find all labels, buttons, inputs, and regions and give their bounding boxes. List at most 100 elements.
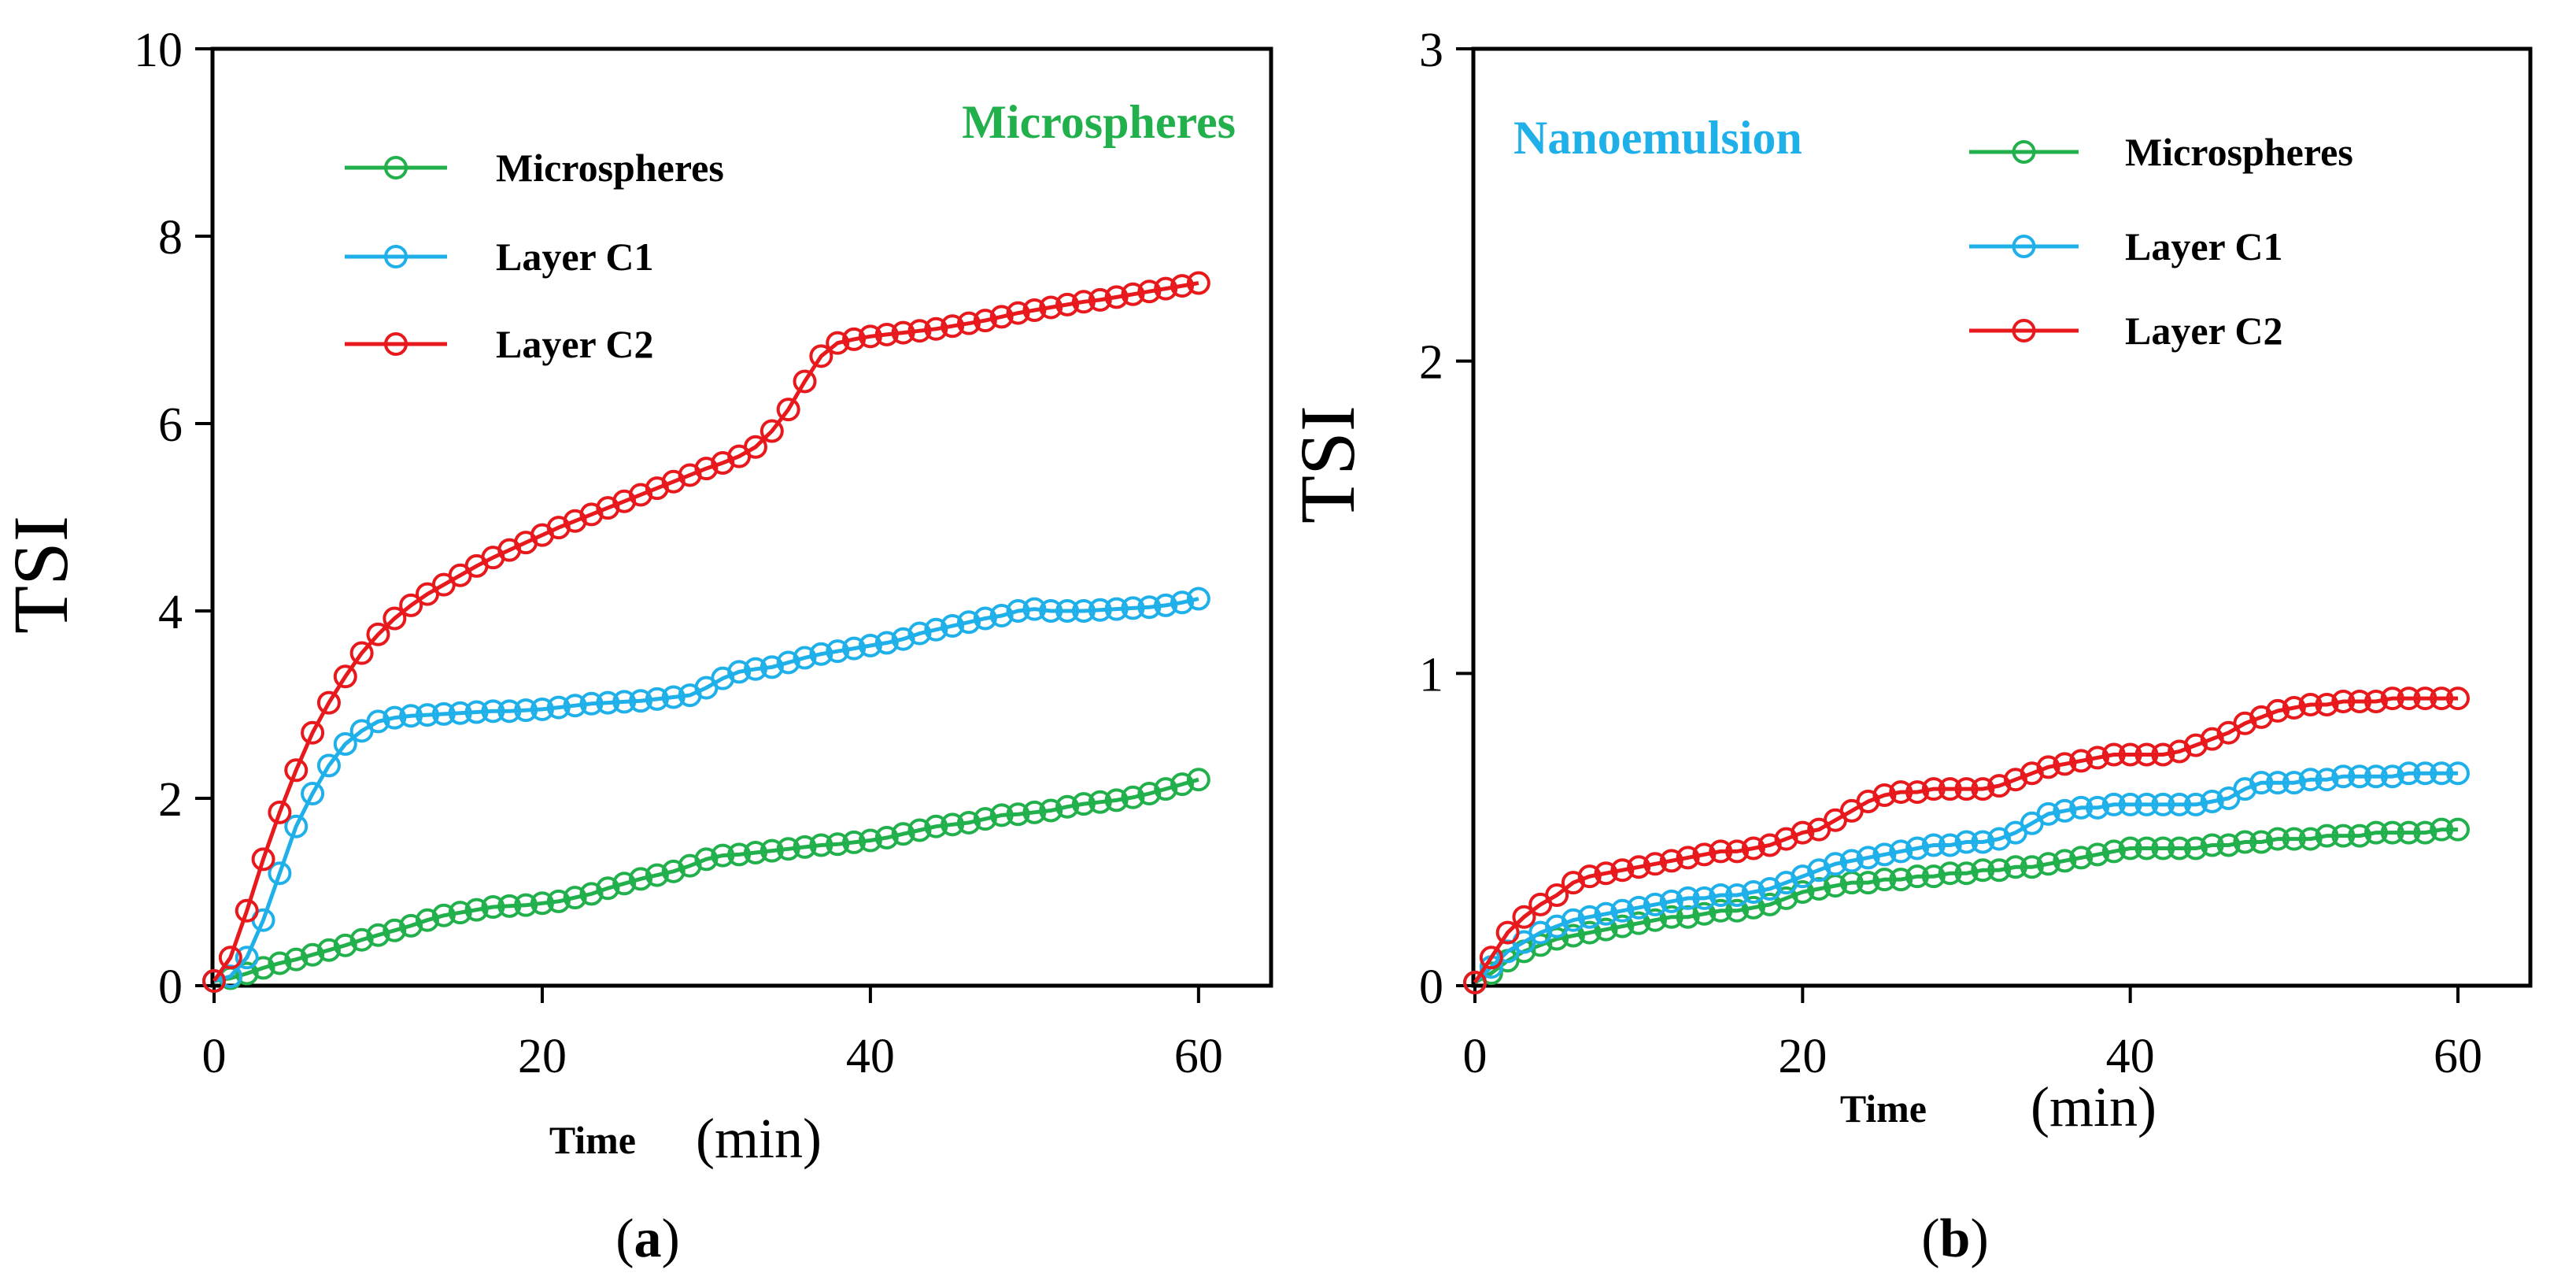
data-point — [1938, 833, 1962, 857]
panel-label-letter: a — [634, 1208, 662, 1269]
data-point — [1022, 800, 1047, 824]
chart-panel-b: 0 20 40 60 0 1 2 3 Nanoemulsion Microspheres Layer… — [1284, 24, 2533, 1269]
data-point — [2315, 824, 2339, 848]
data-point — [301, 720, 325, 745]
data-point — [1154, 777, 1178, 801]
x-tick-label: 0 — [202, 1030, 227, 1083]
data-point — [2413, 761, 2437, 786]
data-point — [2200, 789, 2224, 813]
data-point — [1170, 772, 1195, 797]
legend-label-layer-c2: Layer C2 — [2125, 309, 2282, 353]
data-point — [727, 842, 752, 867]
data-point — [1872, 842, 1897, 867]
data-point — [1055, 599, 1080, 623]
data-point — [416, 703, 440, 727]
data-point — [1676, 846, 1700, 870]
data-point — [268, 800, 292, 824]
data-point — [1006, 599, 1030, 623]
data-point — [316, 938, 341, 962]
legend-marker-microspheres — [2012, 140, 2036, 164]
data-point — [235, 946, 259, 970]
data-point — [366, 709, 390, 734]
data-point — [809, 642, 833, 666]
x-tick-label: 60 — [2434, 1030, 2482, 1083]
data-point — [349, 641, 374, 665]
data-point — [1709, 883, 1733, 907]
y-axis-label: TSI — [1284, 405, 1371, 524]
x-axis-unit-label: (min) — [2031, 1075, 2157, 1138]
data-point — [891, 627, 915, 651]
x-tick-label: 0 — [1463, 1030, 1488, 1083]
data-point — [1791, 820, 1815, 845]
data-point — [284, 758, 309, 783]
data-point — [268, 861, 292, 886]
data-point — [1121, 596, 1145, 620]
data-point — [366, 622, 390, 646]
data-point — [1921, 777, 1946, 801]
data-point — [514, 893, 538, 917]
data-point — [629, 689, 653, 713]
data-point — [645, 687, 669, 711]
data-point — [907, 621, 932, 646]
data-point — [579, 691, 604, 716]
data-point — [874, 631, 899, 655]
data-point — [743, 657, 767, 681]
data-point — [826, 832, 850, 857]
data-point — [1495, 920, 1520, 945]
data-point — [235, 961, 259, 986]
data-point — [2183, 836, 2208, 861]
data-point — [1741, 836, 1765, 861]
data-point — [316, 753, 341, 778]
data-point — [2266, 698, 2290, 723]
data-point — [2430, 817, 2454, 842]
data-point — [809, 344, 833, 368]
y-tick-label: 2 — [158, 773, 183, 827]
data-point — [1659, 849, 1683, 873]
data-point — [2348, 764, 2372, 789]
data-point — [1512, 905, 1536, 929]
data-point — [1659, 905, 1683, 929]
data-point — [1104, 788, 1129, 812]
data-point — [399, 913, 423, 938]
data-point — [563, 886, 587, 910]
data-point — [366, 923, 390, 947]
data-point — [2151, 792, 2175, 816]
data-point — [776, 398, 800, 422]
data-point — [399, 704, 423, 728]
data-point — [251, 847, 275, 872]
data-point — [1692, 842, 1717, 867]
data-point — [546, 889, 571, 913]
data-point — [973, 309, 997, 333]
data-point — [218, 964, 242, 989]
data-point — [1905, 836, 1930, 861]
data-point — [2086, 746, 2110, 770]
data-point — [383, 606, 407, 631]
data-point — [973, 606, 997, 631]
data-point — [202, 969, 226, 994]
data-point — [2298, 768, 2323, 792]
data-point — [1823, 852, 1847, 876]
data-point — [1889, 868, 1913, 892]
data-point — [711, 843, 735, 868]
data-point — [399, 593, 423, 617]
data-point — [2118, 792, 2142, 816]
data-point — [2266, 771, 2290, 795]
data-point — [661, 685, 686, 709]
data-point — [612, 872, 637, 896]
data-point — [1071, 599, 1096, 623]
data-point — [1088, 790, 1112, 814]
data-point — [874, 825, 899, 849]
data-point — [2036, 852, 2060, 876]
data-point — [842, 327, 867, 351]
data-point — [1643, 892, 1667, 916]
data-point — [2380, 687, 2404, 711]
data-point — [924, 617, 948, 642]
panel-label: (a) — [615, 1208, 680, 1269]
data-point — [1104, 597, 1129, 621]
data-point — [694, 457, 719, 481]
data-point — [1039, 295, 1063, 320]
data-point — [842, 830, 867, 854]
data-point — [2348, 824, 2372, 848]
data-point — [2101, 742, 2126, 767]
data-point — [546, 695, 571, 720]
